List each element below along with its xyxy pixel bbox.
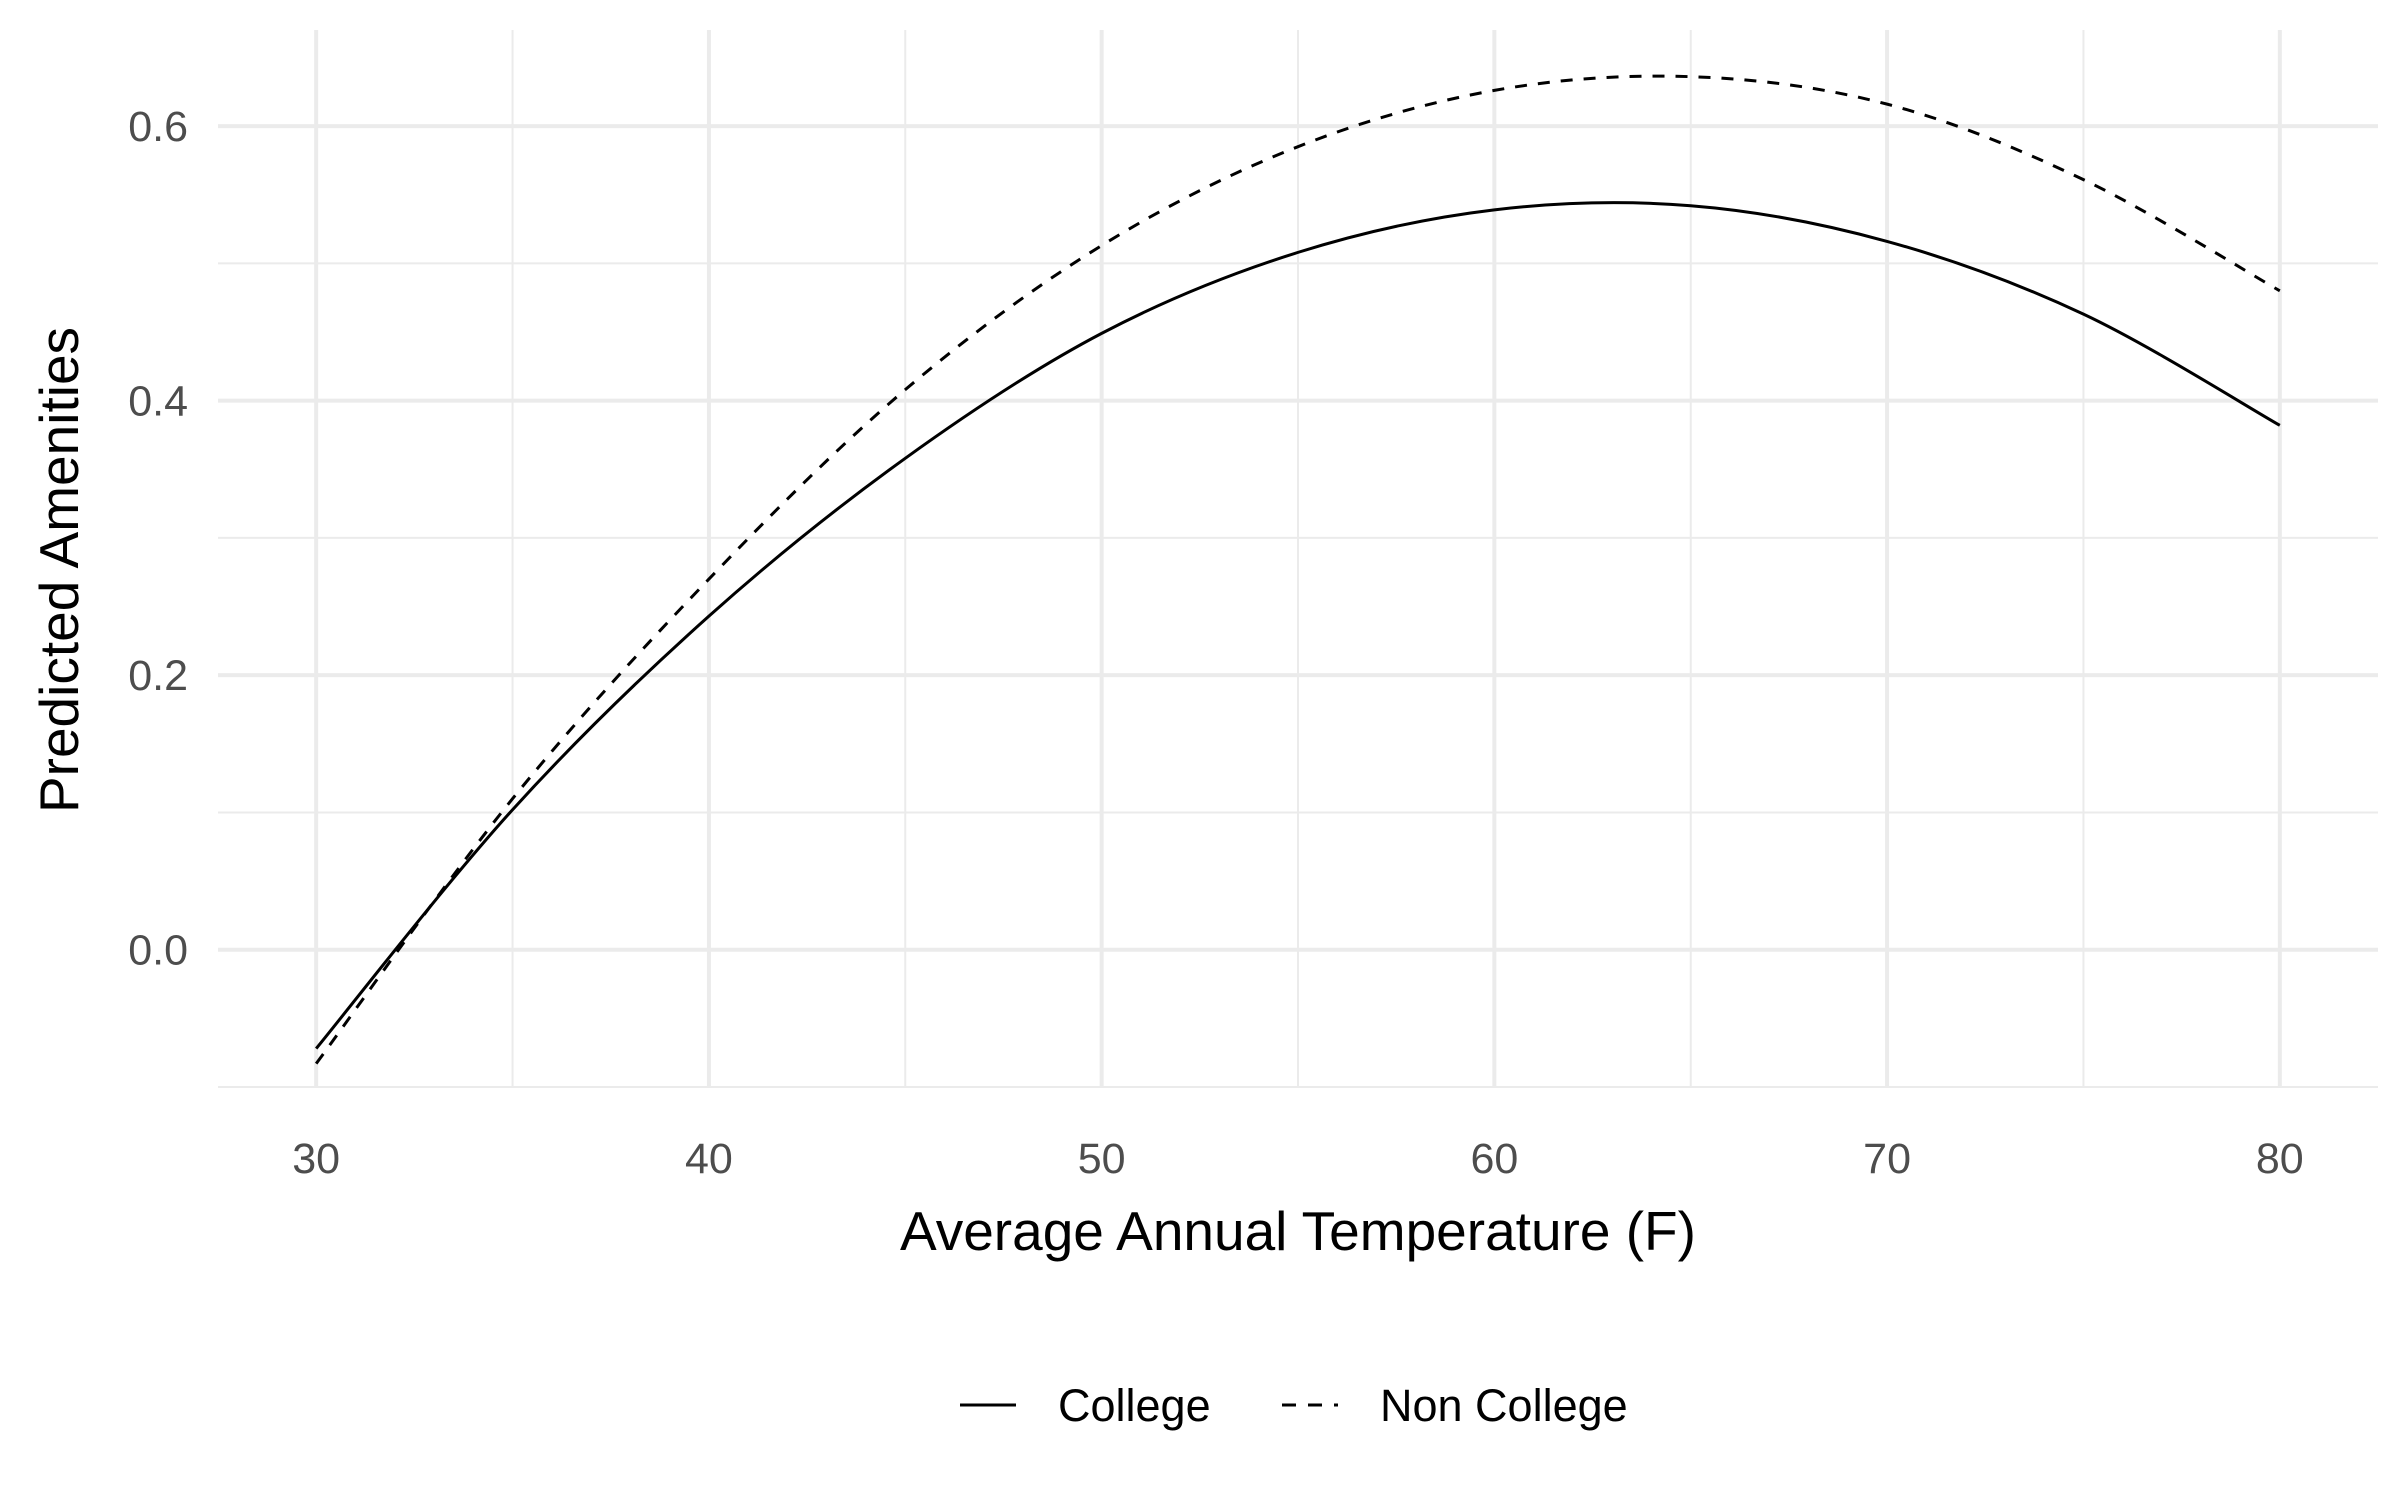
series-line-non-college <box>314 74 2281 1065</box>
x-axis-title: Average Annual Temperature (F) <box>900 1200 1696 1262</box>
y-tick-label: 0.2 <box>128 652 188 700</box>
x-axis-tick-labels: 30 40 50 60 70 80 <box>292 1135 2303 1183</box>
y-tick-label: 0.4 <box>128 378 188 426</box>
legend: College Non College <box>960 1380 1628 1431</box>
y-axis-tick-labels: 0.0 0.2 0.4 0.6 <box>128 103 188 975</box>
x-tick-label: 70 <box>1863 1135 1911 1183</box>
y-tick-label: 0.6 <box>128 103 188 151</box>
x-tick-label: 40 <box>685 1135 733 1183</box>
x-tick-label: 60 <box>1470 1135 1518 1183</box>
y-axis-title: Predicted Amenities <box>28 327 90 813</box>
series-lines <box>314 74 2281 1065</box>
x-tick-label: 50 <box>1078 1135 1126 1183</box>
y-tick-label: 0.0 <box>128 927 188 975</box>
legend-label-college: College <box>1058 1380 1211 1431</box>
x-tick-label: 30 <box>292 1135 340 1183</box>
legend-label-non-college: Non College <box>1380 1380 1628 1431</box>
grid <box>218 30 2378 1088</box>
x-tick-label: 80 <box>2256 1135 2304 1183</box>
series-line-college <box>315 201 2281 1050</box>
